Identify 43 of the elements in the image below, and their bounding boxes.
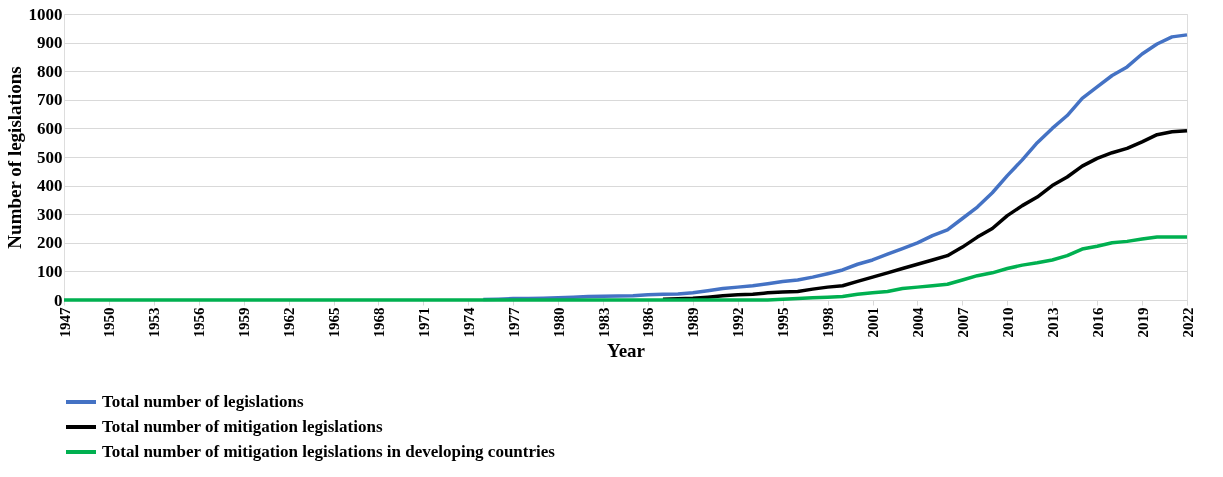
- legend-label: Total number of mitigation legislations in developing countries: [102, 442, 556, 461]
- x-tick-label: 1953: [146, 307, 163, 338]
- y-tick-label: 900: [37, 33, 63, 53]
- x-tick-label: 1989: [685, 307, 702, 338]
- x-tick-label: 2010: [999, 307, 1016, 338]
- y-tick-label: 100: [37, 261, 63, 281]
- x-tick-label: 1965: [326, 307, 343, 338]
- x-tick-label: 1998: [820, 307, 837, 338]
- x-axis-title: Year: [607, 339, 646, 361]
- x-tick-label: 1983: [595, 307, 612, 338]
- x-tick-label: 2016: [1089, 307, 1106, 338]
- x-tick-label: 1959: [236, 307, 253, 338]
- x-tick-label: 1956: [191, 307, 208, 338]
- x-tick-label: 2007: [954, 307, 971, 338]
- x-tick-label: 1950: [101, 307, 118, 338]
- y-axis-title: Number of legislations: [3, 66, 25, 249]
- y-tick-label: 500: [37, 147, 63, 167]
- y-tick-label: 800: [37, 61, 63, 81]
- y-tick-label: 700: [37, 90, 63, 110]
- x-tick-label: 1971: [415, 307, 432, 338]
- y-tick-label: 200: [37, 233, 63, 253]
- x-tick-label: 1980: [550, 307, 567, 338]
- x-tick-label: 2001: [865, 307, 882, 338]
- y-tick-label: 400: [37, 176, 63, 196]
- legend-label: Total number of legislations: [102, 392, 305, 411]
- y-tick-label: 1000: [28, 4, 63, 24]
- y-tick-label: 300: [37, 204, 63, 224]
- x-tick-label: 2022: [1179, 307, 1196, 338]
- x-tick-label: 1995: [775, 307, 792, 338]
- x-tick-label: 2019: [1134, 307, 1151, 338]
- x-tick-label: 1962: [281, 307, 298, 338]
- line-series: [62, 235, 1189, 302]
- x-tick-label: 2004: [909, 307, 926, 338]
- y-tick-label: 600: [37, 118, 63, 138]
- x-tick-label: 1968: [370, 307, 387, 338]
- x-tick-label: 1947: [56, 307, 73, 338]
- legend-label: Total number of mitigation legislations: [102, 417, 383, 436]
- x-tick-label: 1977: [505, 307, 522, 338]
- x-tick-label: 2013: [1044, 307, 1061, 338]
- line-series: [661, 128, 1189, 301]
- x-tick-label: 1986: [640, 307, 657, 338]
- x-tick-label: 1974: [460, 307, 477, 338]
- x-tick-label: 1992: [730, 307, 747, 338]
